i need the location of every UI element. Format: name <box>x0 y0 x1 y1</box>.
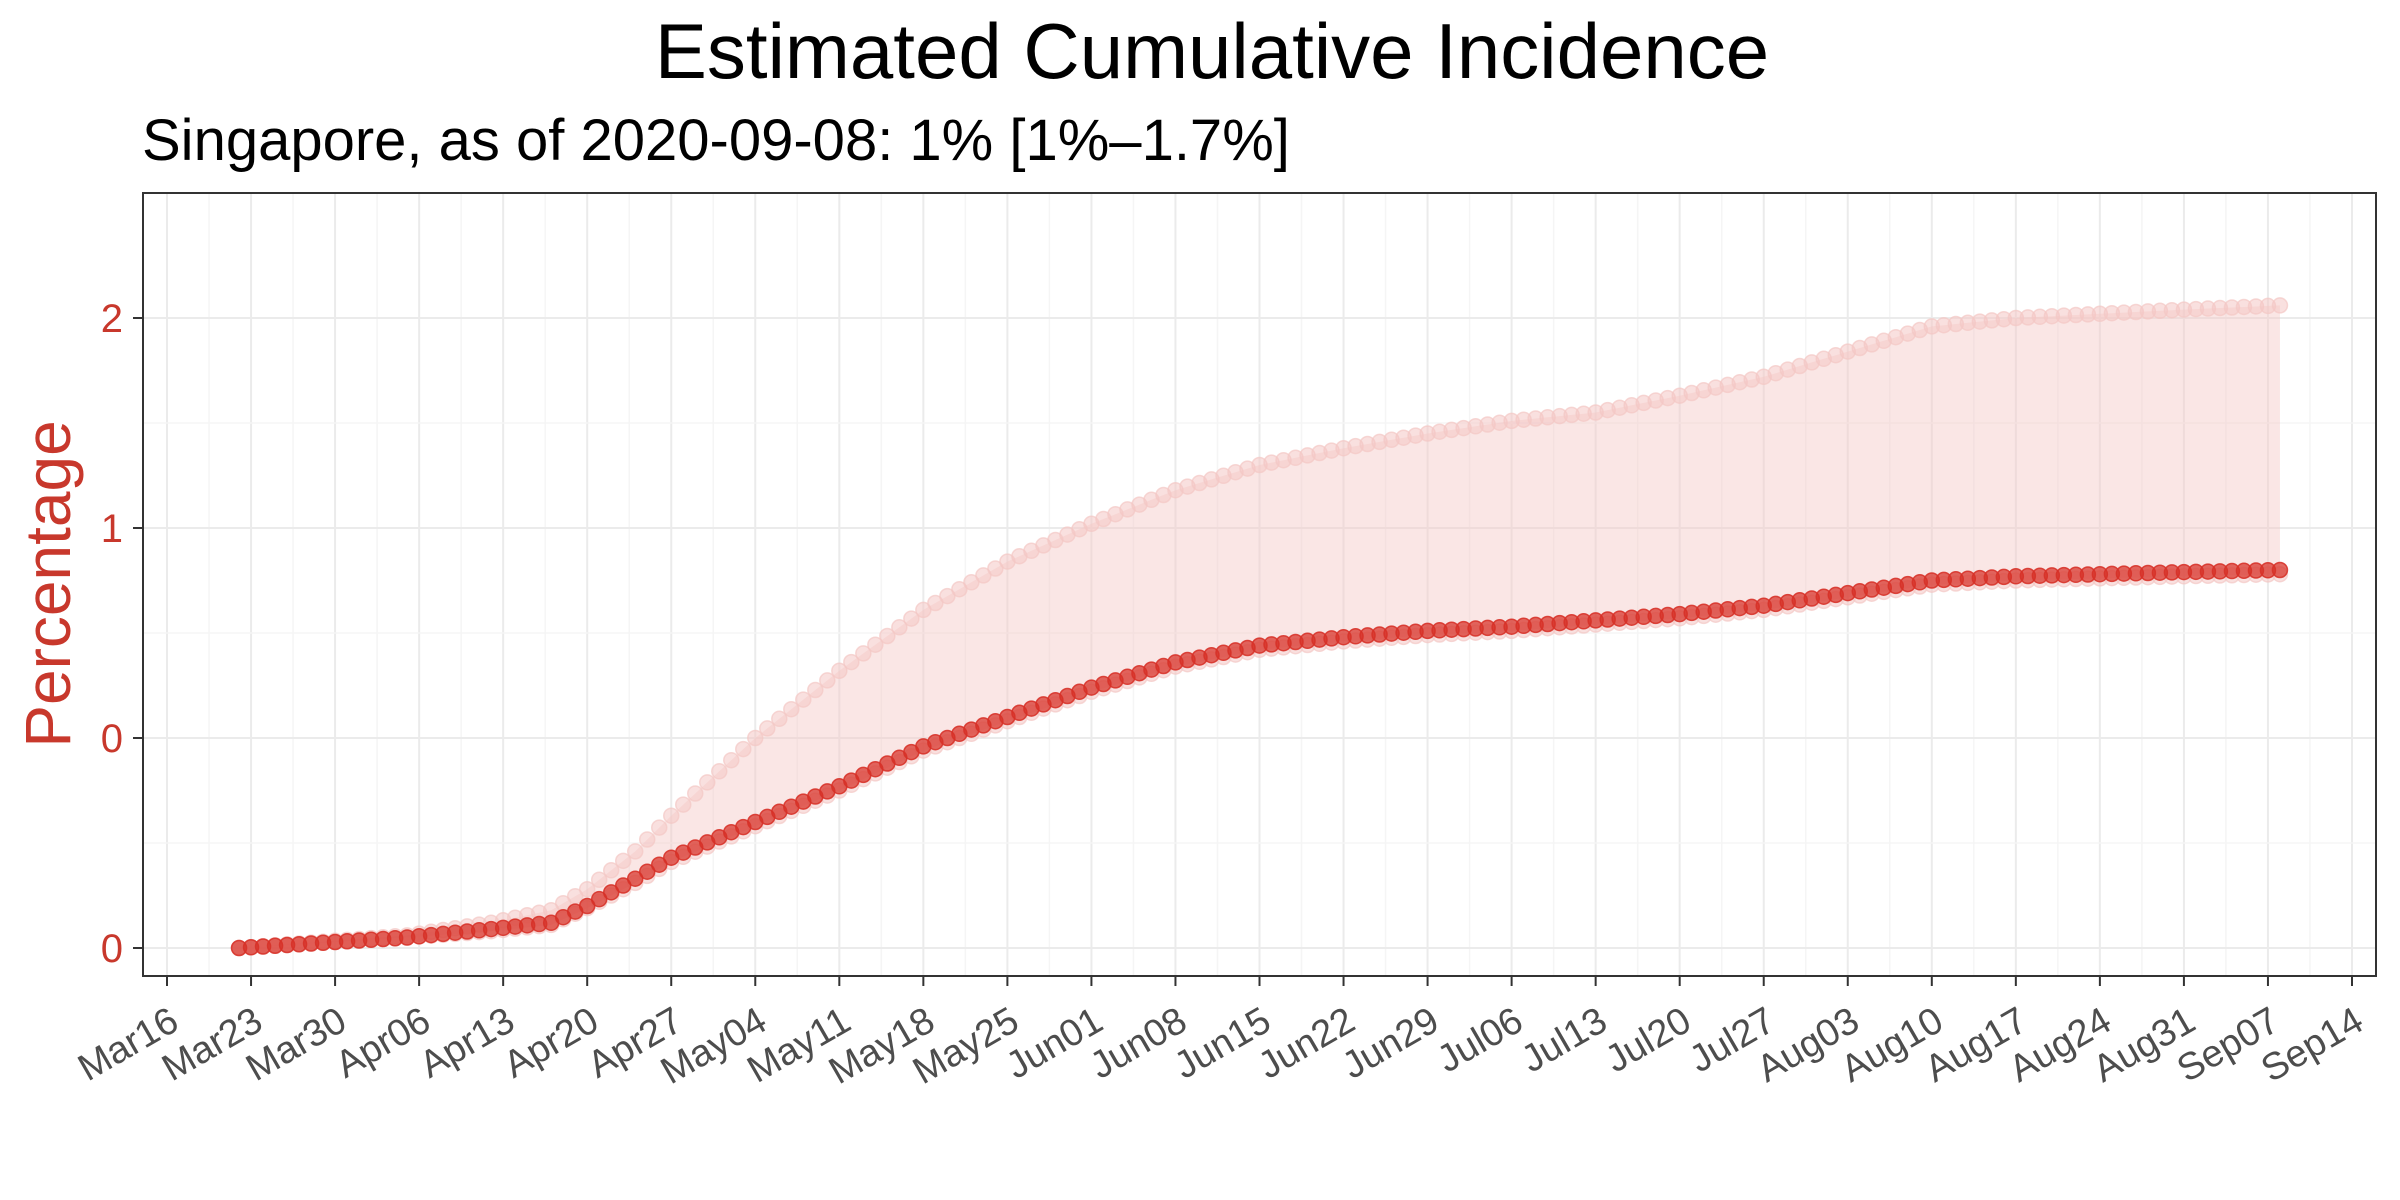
confidence-band <box>239 305 2280 948</box>
x-tick-label: Jul20 <box>1599 999 1699 1081</box>
upper-point <box>855 645 872 662</box>
estimate-point <box>650 856 668 873</box>
upper-point <box>602 862 620 879</box>
x-tick-label: Apr13 <box>413 999 522 1086</box>
y-tick-label: 0 <box>101 717 123 761</box>
x-tick-label: Jun08 <box>1083 999 1194 1087</box>
upper-point <box>674 796 692 813</box>
upper-point <box>650 819 668 836</box>
upper-point <box>578 880 596 898</box>
upper-point <box>759 720 776 737</box>
upper-point <box>879 627 896 645</box>
upper-point <box>891 619 908 636</box>
upper-point <box>831 662 848 680</box>
upper-point <box>783 700 800 718</box>
y-axis-label: Percentage <box>12 420 84 747</box>
upper-point <box>795 691 812 708</box>
estimate-point <box>626 870 644 887</box>
y-tick-label: 2 <box>101 297 123 341</box>
x-tick-label: Jun22 <box>1251 999 1362 1087</box>
x-tick-label: Jun29 <box>1335 999 1446 1087</box>
upper-point <box>903 610 920 627</box>
x-tick-label: Jul06 <box>1430 999 1530 1081</box>
x-ticks: Mar16Mar23Mar30Apr06Apr13Apr20Apr27May04… <box>71 976 2370 1093</box>
upper-point <box>819 672 836 689</box>
upper-point <box>747 729 764 747</box>
upper-point <box>626 843 644 860</box>
x-tick-label: Jul13 <box>1514 999 1614 1081</box>
upper-point <box>662 807 680 824</box>
x-tick-label: Apr06 <box>329 999 438 1086</box>
upper-point <box>2271 297 2289 314</box>
upper-point <box>771 710 788 728</box>
upper-point <box>699 774 716 791</box>
x-tick-label: Mar30 <box>239 999 353 1089</box>
chart-subtitle: Singapore, as of 2020-09-08: 1% [1%–1.7%… <box>142 108 1290 173</box>
upper-point <box>867 636 884 653</box>
upper-point <box>638 831 656 848</box>
upper-point <box>686 785 704 802</box>
x-tick-label: Jun01 <box>999 999 1110 1087</box>
x-tick-label: Jun15 <box>1167 999 1278 1087</box>
upper-point <box>735 740 752 758</box>
chart-title: Estimated Cumulative Incidence <box>655 7 1769 95</box>
x-tick-label: Apr20 <box>497 999 606 1086</box>
y-tick-label: 0 <box>101 927 123 971</box>
upper-point <box>843 653 860 671</box>
upper-point <box>590 871 608 888</box>
y-tick-label: 1 <box>101 507 123 551</box>
confidence-band-area <box>239 305 2280 948</box>
upper-point <box>711 763 728 780</box>
estimate-point <box>2271 561 2289 579</box>
upper-point <box>723 751 740 769</box>
series-points <box>230 297 2289 957</box>
estimate-point <box>638 863 656 880</box>
upper-point <box>614 852 632 870</box>
upper-point <box>807 681 824 699</box>
y-ticks: 0 0 1 2 <box>101 297 143 971</box>
